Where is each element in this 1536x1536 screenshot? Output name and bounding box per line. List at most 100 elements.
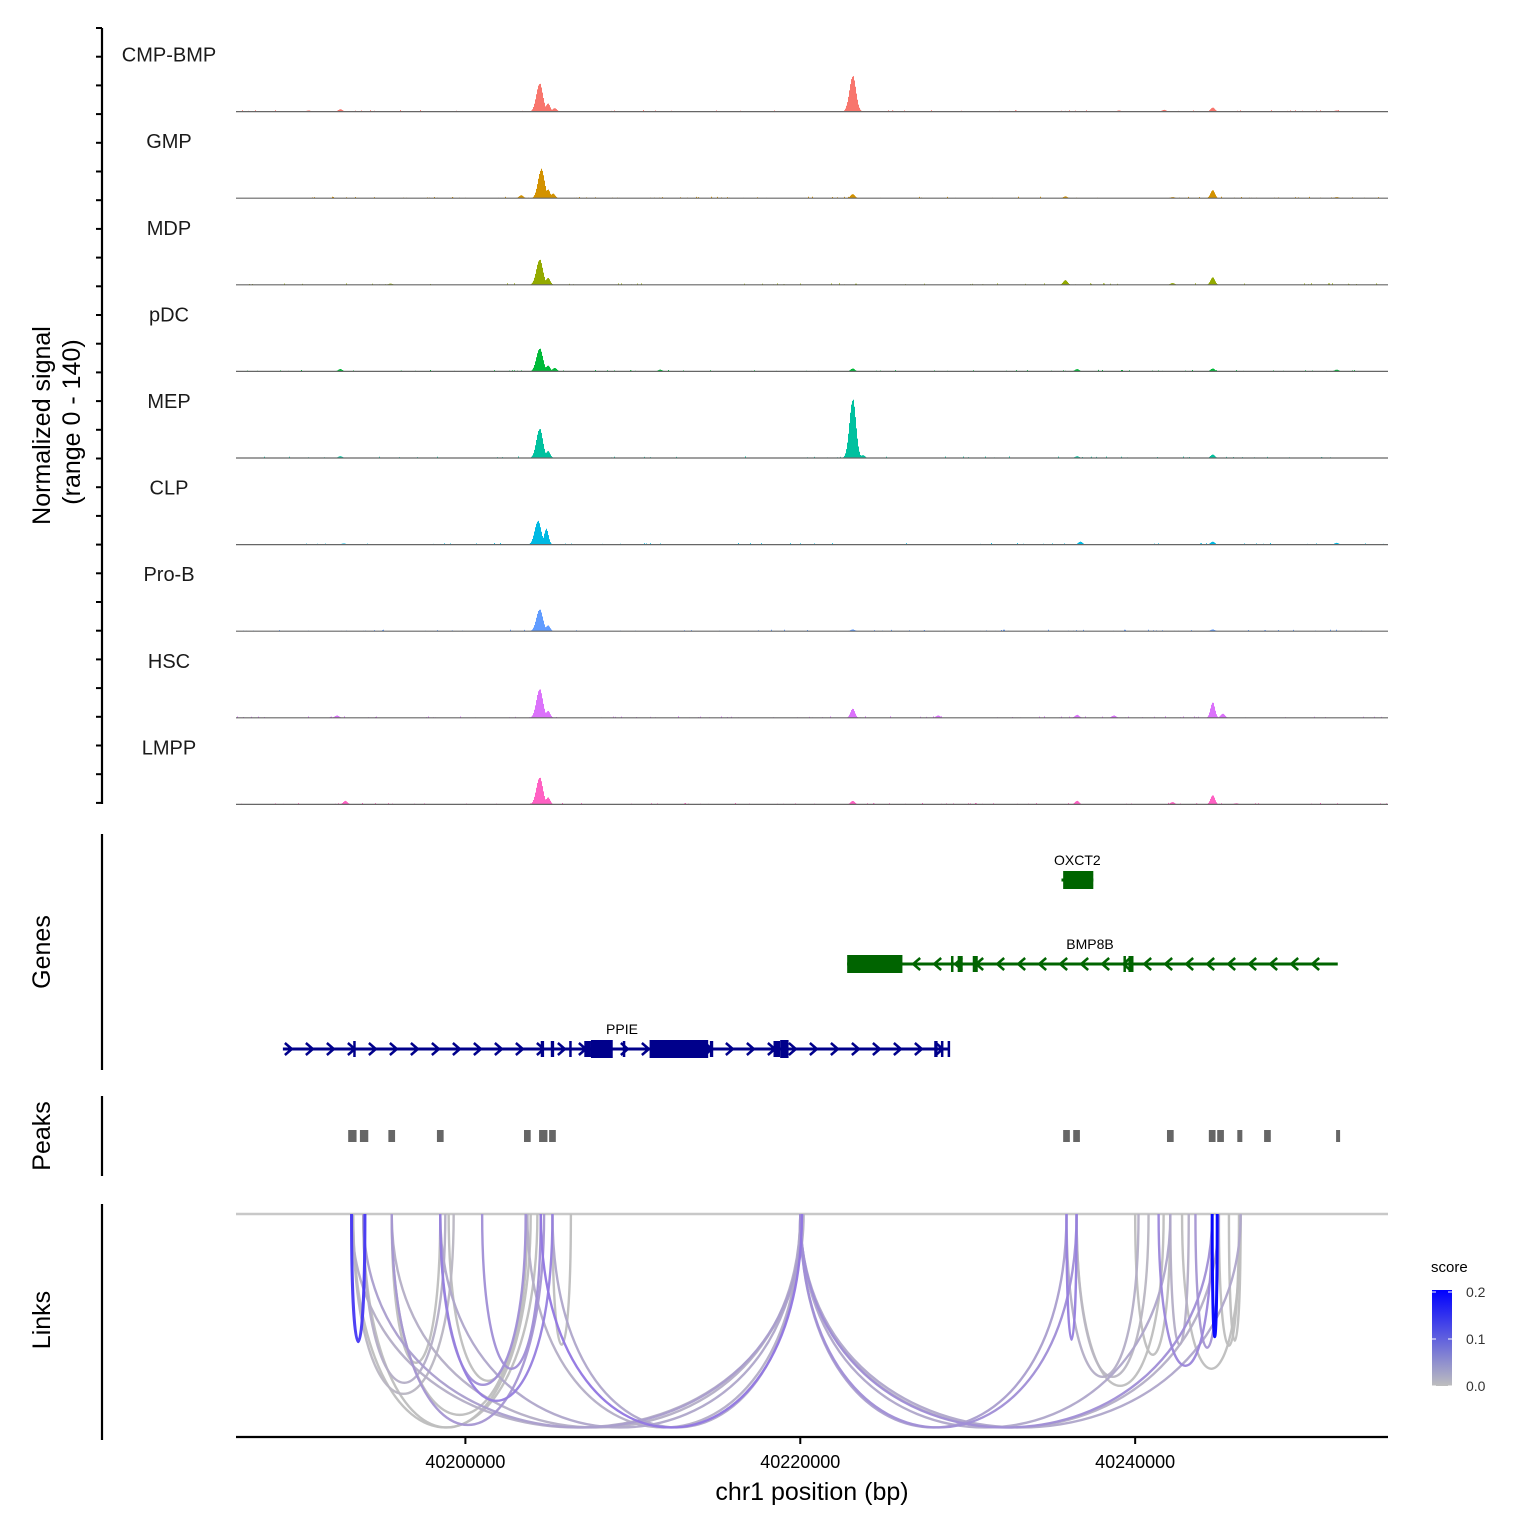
link-arc xyxy=(362,1213,532,1429)
chevron-right-icon xyxy=(872,1042,882,1056)
track-label: CLP xyxy=(150,478,189,500)
link-arc xyxy=(799,1213,1172,1429)
chevron-left-icon xyxy=(1037,957,1047,971)
link-arc xyxy=(350,1213,805,1429)
peak-block xyxy=(1073,1130,1080,1142)
gene-exon xyxy=(353,1041,356,1057)
link-arc xyxy=(799,1213,1214,1429)
chevron-right-icon xyxy=(557,1042,567,1056)
link-arc xyxy=(439,1213,554,1402)
links-panel: Links score 0.0 0.1 0.2 xyxy=(28,1204,1486,1440)
peak-block xyxy=(388,1130,396,1142)
chevron-left-icon xyxy=(1268,957,1278,971)
chevron-right-icon xyxy=(452,1042,462,1056)
link-arc xyxy=(390,1213,546,1426)
chevron-left-icon xyxy=(1310,957,1320,971)
link-arc xyxy=(799,1213,1068,1429)
peaks-panel: Peaks xyxy=(28,1096,1341,1176)
chevron-left-icon xyxy=(1058,957,1068,971)
gene-label: BMP8B xyxy=(1066,936,1113,952)
score-legend: score 0.0 0.1 0.2 xyxy=(1431,1259,1486,1394)
coverage-area xyxy=(236,76,1388,112)
peak-block xyxy=(1063,1130,1070,1142)
chevron-right-icon xyxy=(431,1042,441,1056)
y-title-line-1: Normalized signal xyxy=(28,326,56,525)
genes-panel: Genes OXCT2 BMP8B PPIE xyxy=(28,834,1338,1070)
legend-title: score xyxy=(1431,1259,1468,1276)
gene-exon xyxy=(649,1040,709,1058)
coverage-y-ticks xyxy=(96,27,102,804)
peak-block xyxy=(436,1130,444,1142)
link-arc xyxy=(1180,1213,1242,1370)
chevron-left-icon xyxy=(1247,957,1257,971)
gene-exon xyxy=(590,1040,613,1058)
gene-exon xyxy=(957,956,963,972)
chevron-left-icon xyxy=(911,957,921,971)
chevron-left-icon xyxy=(1205,957,1215,971)
coverage-track-clp: CLP xyxy=(150,478,1388,546)
x-axis-title: chr1 position (bp) xyxy=(715,1478,908,1506)
link-arc xyxy=(1210,1213,1219,1338)
chevron-left-icon xyxy=(1079,957,1089,971)
chevron-left-icon xyxy=(1289,957,1299,971)
coverage-area xyxy=(236,348,1388,372)
peak-block xyxy=(524,1130,531,1142)
coverage-area xyxy=(236,168,1388,199)
link-arc xyxy=(362,1213,804,1429)
track-label: CMP-BMP xyxy=(122,45,216,67)
x-ticks: 40200000 40220000 40240000 xyxy=(425,1437,1175,1472)
chevron-right-icon xyxy=(641,1042,651,1056)
x-axis: 40200000 40220000 40240000 chr1 position (… xyxy=(236,1435,1388,1506)
chevron-right-icon xyxy=(389,1042,399,1056)
chevron-right-icon xyxy=(746,1042,756,1056)
chevron-left-icon xyxy=(1016,957,1026,971)
chevron-left-icon xyxy=(1184,957,1194,971)
link-arc xyxy=(551,1213,573,1346)
chevron-right-icon xyxy=(914,1042,924,1056)
gene-exon xyxy=(569,1041,572,1057)
peak-block xyxy=(539,1130,548,1142)
gene-ppie: PPIE xyxy=(282,1021,951,1058)
link-arc xyxy=(1227,1213,1242,1342)
peak-block xyxy=(549,1130,556,1142)
peak-block xyxy=(348,1130,357,1142)
track-label: MDP xyxy=(147,218,191,240)
gene-models: OXCT2 BMP8B PPIE xyxy=(282,852,1338,1058)
chevron-right-icon xyxy=(788,1042,798,1056)
legend-colorbar xyxy=(1432,1290,1452,1386)
genes-panel-label: Genes xyxy=(28,915,56,989)
coverage-track-lmpp: LMPP xyxy=(142,737,1388,806)
coverage-track-cmp-bmp: CMP-BMP xyxy=(122,45,1388,113)
gene-exon xyxy=(540,1041,545,1057)
peak-block xyxy=(1336,1130,1341,1142)
coverage-track-pdc: pDC xyxy=(149,304,1388,372)
gene-exon xyxy=(934,1041,938,1057)
coverage-panel: Normalized signal (range 0 - 140) CMP-BM… xyxy=(28,27,1388,806)
gene-exon xyxy=(780,1040,789,1058)
track-label: GMP xyxy=(146,131,192,153)
link-arc xyxy=(1075,1213,1150,1378)
gene-exon xyxy=(1123,956,1126,972)
chevron-right-icon xyxy=(830,1042,840,1056)
gene-oxct2: OXCT2 xyxy=(1054,852,1101,889)
peak-block xyxy=(1217,1130,1224,1142)
chevron-right-icon xyxy=(809,1042,819,1056)
gene-exon xyxy=(550,1041,555,1057)
gene-exon xyxy=(972,956,978,972)
links-panel-label: Links xyxy=(28,1291,56,1349)
chevron-right-icon xyxy=(893,1042,903,1056)
y-title-line-2: (range 0 - 140) xyxy=(58,339,86,504)
peak-blocks xyxy=(348,1130,1341,1142)
peak-block xyxy=(1208,1130,1216,1142)
chevron-left-icon xyxy=(995,957,1005,971)
peaks-panel-label: Peaks xyxy=(28,1101,56,1170)
chevron-right-icon xyxy=(410,1042,420,1056)
peak-block xyxy=(1166,1130,1174,1142)
link-arc xyxy=(539,1213,804,1429)
chevron-right-icon xyxy=(368,1042,378,1056)
peak-block xyxy=(1264,1130,1271,1142)
link-arcs xyxy=(350,1213,1242,1429)
coverage-track-hsc: HSC xyxy=(148,651,1388,719)
link-arc xyxy=(480,1213,542,1370)
